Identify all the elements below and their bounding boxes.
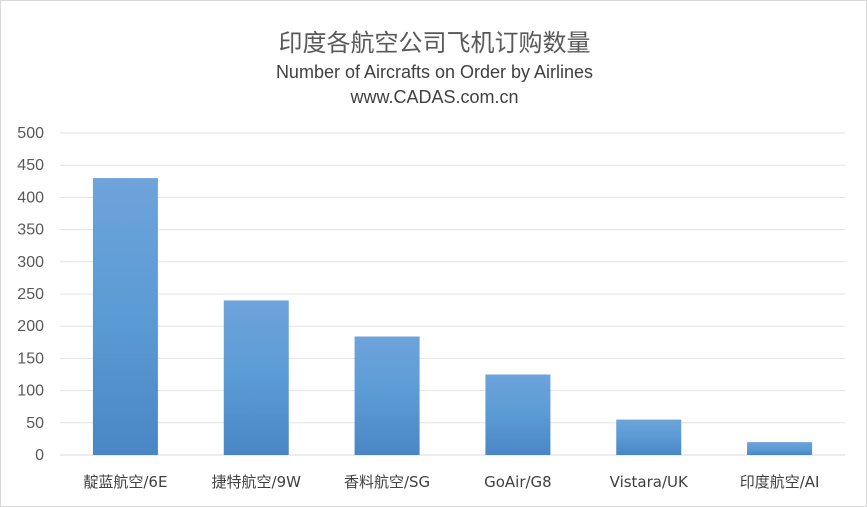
y-axis-ticks: 0 50 100 150 200 250 300 350 400 450 500 xyxy=(17,125,44,464)
chart-subtitle: Number of Aircrafts on Order by Airlines xyxy=(275,62,594,82)
x-category-label: GoAir/G8 xyxy=(484,473,552,491)
bar xyxy=(223,300,289,455)
y-tick-label: 400 xyxy=(17,189,44,206)
y-tick-label: 0 xyxy=(35,447,44,464)
bar xyxy=(354,336,420,455)
y-tick-label: 200 xyxy=(17,318,44,335)
x-category-label: 捷特航空/9W xyxy=(212,473,302,491)
y-tick-label: 450 xyxy=(17,157,44,174)
y-tick-label: 300 xyxy=(17,254,44,271)
chart-title: 印度各航空公司飞机订购数量 xyxy=(278,29,591,57)
bar xyxy=(485,374,551,455)
gridlines xyxy=(60,132,845,456)
chart-source: www.CADAS.com.cn xyxy=(350,87,519,107)
x-axis-labels: 靛蓝航空/6E 捷特航空/9W 香料航空/SG GoAir/G8 Vistara/UK 印… xyxy=(83,473,819,491)
x-category-label: Vistara/UK xyxy=(610,473,689,491)
x-category-label: 香料航空/SG xyxy=(344,473,430,491)
y-tick-label: 50 xyxy=(26,415,44,432)
y-tick-label: 150 xyxy=(17,350,44,367)
bar xyxy=(747,442,813,455)
x-category-label: 印度航空/AI xyxy=(740,473,820,491)
y-tick-label: 350 xyxy=(17,222,44,239)
x-category-label: 靛蓝航空/6E xyxy=(83,473,167,491)
y-tick-label: 500 xyxy=(17,125,44,142)
y-tick-label: 250 xyxy=(17,286,44,303)
bars xyxy=(92,178,813,455)
bar xyxy=(92,178,158,455)
y-tick-label: 100 xyxy=(17,383,44,400)
bar xyxy=(616,419,682,455)
